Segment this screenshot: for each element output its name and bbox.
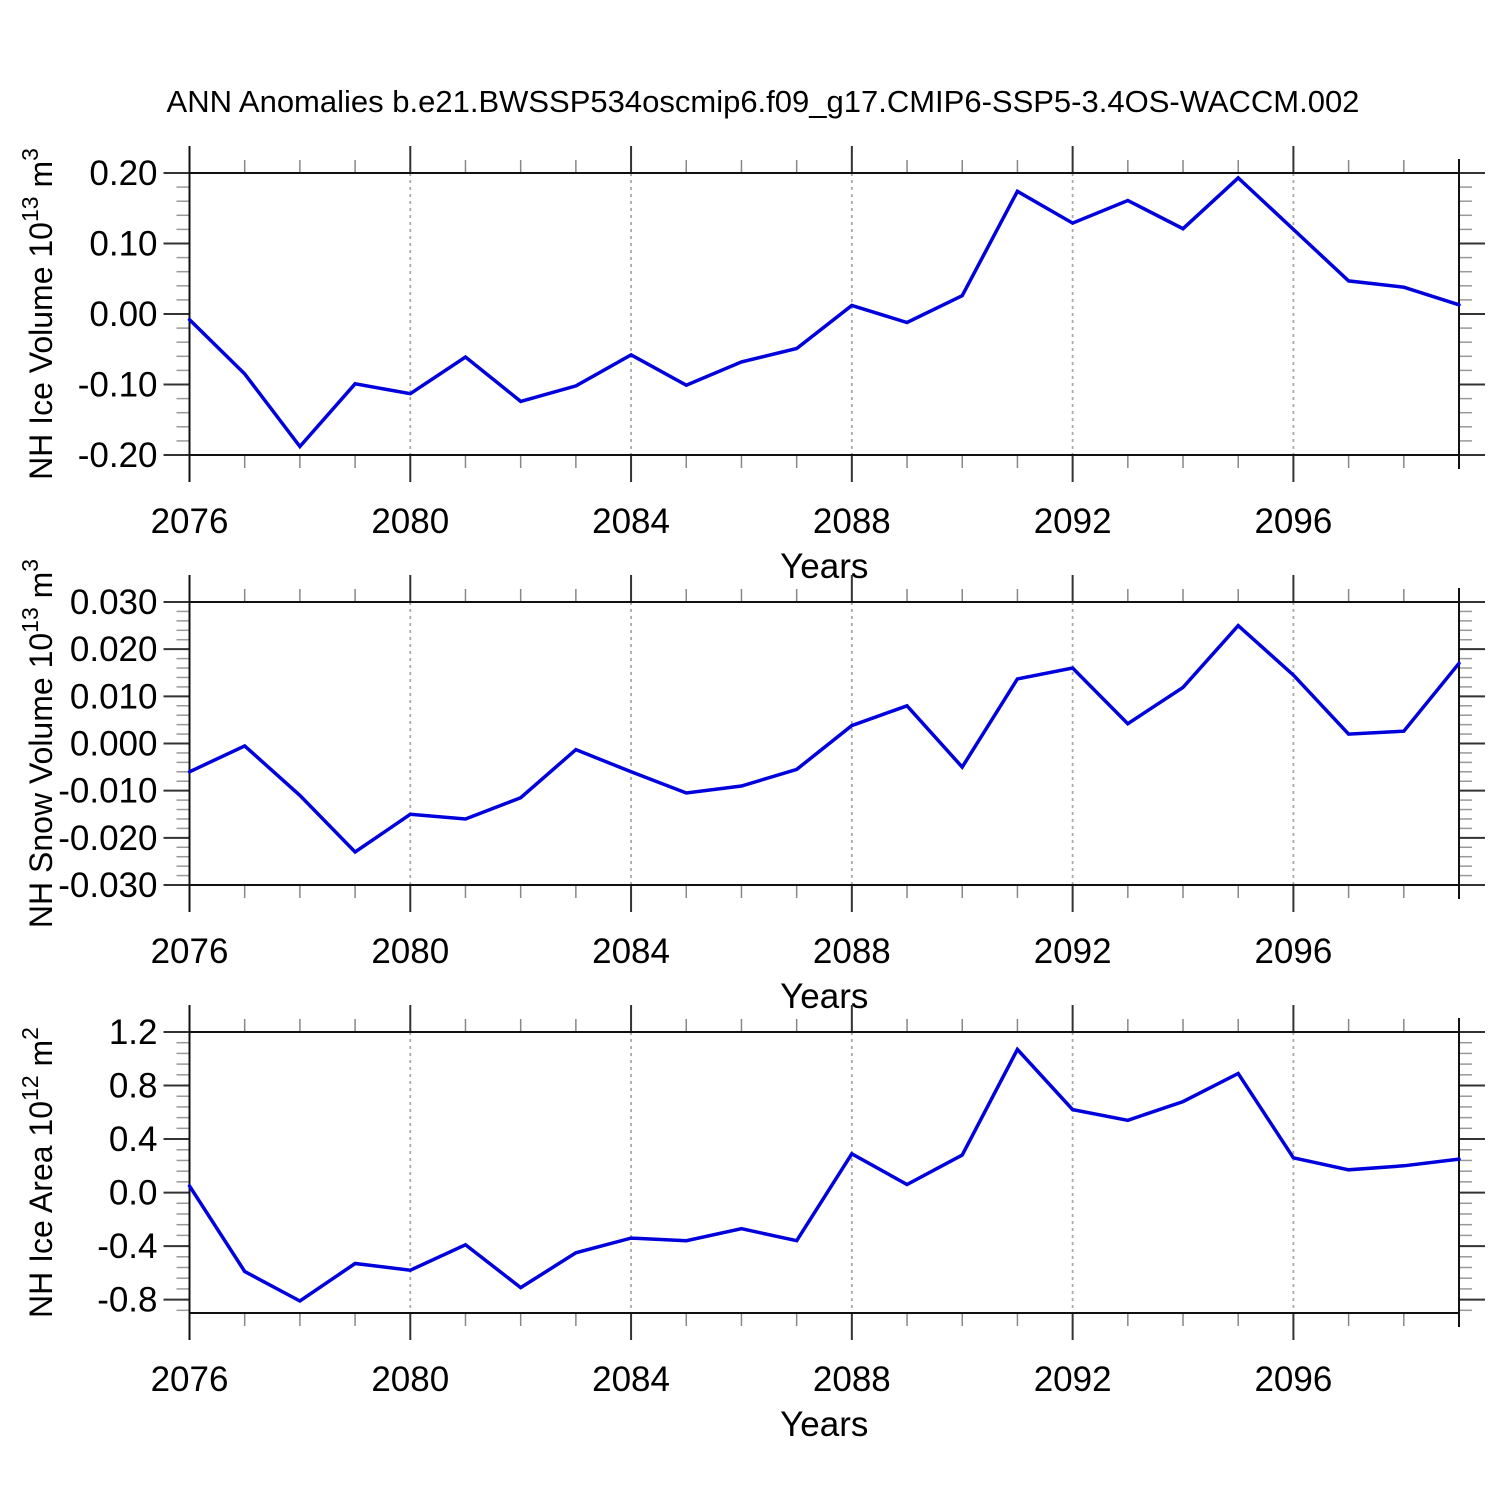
x-axis-title: Years: [780, 547, 868, 586]
x-tick-label: 2084: [592, 1360, 670, 1399]
plot-frame: [188, 1031, 1460, 1314]
y-tick-label: 0.00: [89, 295, 157, 334]
x-tick-label: 2092: [1034, 502, 1112, 541]
y-axis-title: NH Ice Volume 1013 m3: [17, 148, 59, 480]
y-tick-label: -0.20: [78, 436, 158, 475]
nh-ice-volume-line: [187, 175, 1461, 450]
y-tick-label: 0.10: [89, 225, 157, 264]
plot-title: ANN Anomalies b.e21.BWSSP534oscmip6.f09_…: [167, 84, 1360, 119]
y-tick-label: -0.020: [58, 819, 157, 858]
y-tick-label: -0.8: [97, 1281, 157, 1320]
x-axis-title: Years: [780, 1405, 868, 1444]
x-tick-label: 2092: [1034, 1360, 1112, 1399]
x-tick-label: 2088: [813, 502, 891, 541]
x-tick-label: 2084: [592, 502, 670, 541]
y-tick-label: -0.10: [78, 366, 158, 405]
panel-nh-snow-volume: 0.030 0.020 0.010 0.000 -0.010 -0.020 -0.030 20…: [17, 559, 1485, 1016]
nh-snow-volume-line: [187, 623, 1461, 855]
x-tick-label: 2096: [1254, 502, 1332, 541]
x-tick-label: 2080: [371, 1360, 449, 1399]
x-tick-label: 2080: [371, 932, 449, 971]
x-tick-label: 2096: [1254, 932, 1332, 971]
x-tick-label: 2080: [371, 502, 449, 541]
x-tick-label: 2076: [151, 932, 229, 971]
x-tick-label: 2076: [151, 1360, 229, 1399]
panel-nh-ice-volume: 0.20 0.10 0.00 -0.10 -0.20 2076 2080 2084 2088 20…: [17, 146, 1485, 586]
y-axis-title: NH Ice Area 1012 m2: [17, 1027, 59, 1318]
panel-nh-ice-area: 1.2 0.8 0.4 0.0 -0.4 -0.8 2076 2080 2084 2088 2092…: [17, 1005, 1485, 1444]
y-tick-label: -0.030: [58, 866, 157, 905]
plot-frame: [188, 172, 1460, 456]
x-tick-label: 2076: [151, 502, 229, 541]
nh-ice-area-line: [187, 1046, 1461, 1304]
x-tick-label: 2092: [1034, 932, 1112, 971]
x-tick-label: 2088: [813, 1360, 891, 1399]
x-tick-label: 2096: [1254, 1360, 1332, 1399]
y-tick-label: 0.030: [70, 583, 158, 622]
x-tick-label: 2084: [592, 932, 670, 971]
y-tick-label: 0.000: [70, 725, 158, 764]
y-tick-label: -0.010: [58, 772, 157, 811]
y-tick-label: 0.4: [109, 1120, 158, 1159]
y-tick-label: -0.4: [97, 1227, 157, 1266]
plot-frame: [188, 601, 1460, 886]
y-tick-label: 0.010: [70, 677, 158, 716]
y-tick-label: 0.8: [109, 1067, 158, 1106]
y-tick-label: 0.20: [89, 154, 157, 193]
panels-container: 0.20 0.10 0.00 -0.10 -0.20 2076 2080 2084 2088 20…: [17, 146, 1485, 1444]
x-tick-label: 2088: [813, 932, 891, 971]
y-tick-label: 0.0: [109, 1174, 158, 1213]
x-axis-title: Years: [780, 977, 868, 1016]
y-tick-label: 1.2: [109, 1013, 158, 1052]
y-axis-title: NH Snow Volume 1013 m3: [17, 559, 59, 928]
y-tick-label: 0.020: [70, 630, 158, 669]
